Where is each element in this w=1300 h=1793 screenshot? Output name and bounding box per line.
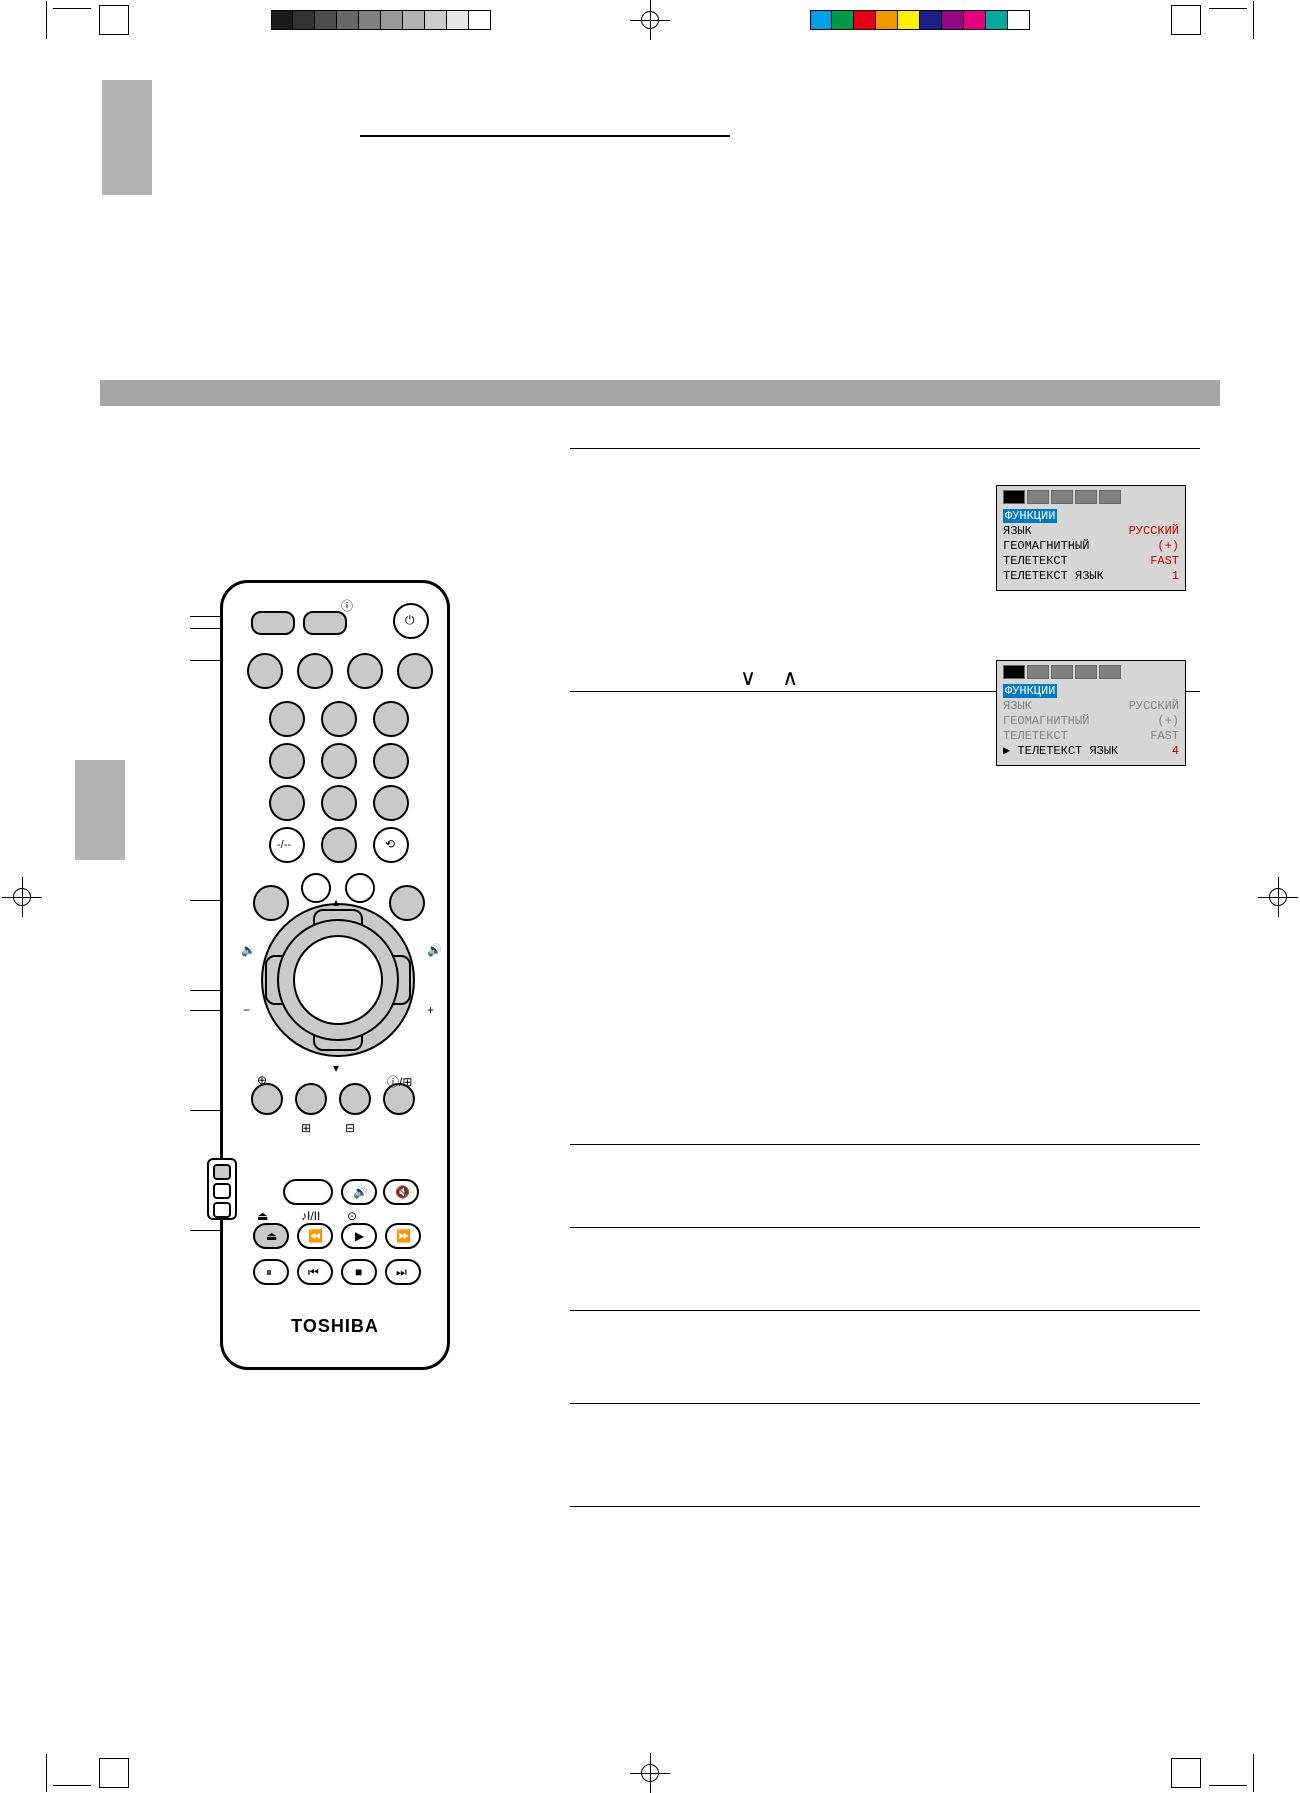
separator [570, 1144, 1200, 1145]
btn-5[interactable] [321, 743, 357, 779]
brand-label: TOSHIBA [223, 1316, 447, 1337]
registration-top [0, 0, 1300, 40]
btn-blank-pill[interactable] [283, 1179, 333, 1205]
btn-side-left[interactable] [253, 885, 289, 921]
registration-mark-bottom [632, 1755, 668, 1791]
btn-info[interactable] [303, 611, 347, 635]
registration-mark-right [1260, 879, 1296, 915]
grayscale-swatches [271, 10, 491, 30]
speaker-minus-icon: 🔉 [241, 943, 256, 957]
separator [570, 1403, 1200, 1404]
btn-top-left[interactable] [251, 611, 295, 635]
registration-mark-top [632, 2, 668, 38]
osd2-title: ФУНКЦИИ [1003, 684, 1057, 698]
section-heading-bar [100, 380, 1220, 406]
instructions-column: ∨∧ ФУНКЦИИ ЯЗЫК РУССКИЙ ГЕОМАГНИТНЫЙ (+)… [570, 430, 1200, 1521]
btn-1[interactable] [269, 701, 305, 737]
btn-below-2[interactable] [295, 1083, 327, 1115]
down-arrow-glyph: ∨ [740, 665, 782, 690]
btn-0[interactable] [321, 827, 357, 863]
remote-control-diagram: ⓘ ⏻ -/-- ⟲ [220, 580, 450, 1370]
btn-return[interactable]: ⟲ [373, 827, 409, 863]
btn-stop[interactable]: ■ [341, 1259, 377, 1285]
btn-9[interactable] [373, 785, 409, 821]
vol-plus-icon: + [427, 1003, 434, 1017]
btn-7[interactable] [269, 785, 305, 821]
btn-3[interactable] [373, 701, 409, 737]
btn-red[interactable] [247, 653, 283, 689]
separator [570, 1227, 1200, 1228]
registration-bottom [0, 1753, 1300, 1793]
btn-6[interactable] [373, 743, 409, 779]
color-swatches [810, 10, 1030, 30]
osd-tabs [1003, 490, 1179, 509]
separator [570, 1310, 1200, 1311]
nav-arrows-glyphs: ∨∧ [740, 665, 824, 691]
btn-sound[interactable]: 🔊 [341, 1179, 377, 1205]
vol-minus-icon: − [243, 1003, 250, 1017]
osd1-title: ФУНКЦИИ [1003, 509, 1057, 523]
osd-menu-2: ФУНКЦИИ ЯЗЫК РУССКИЙ ГЕОМАГНИТНЫЙ (+) ТЕ… [996, 660, 1186, 766]
btn-rew[interactable]: ⏪ [297, 1223, 333, 1249]
btn-skip-back[interactable] [301, 873, 331, 903]
btn-eject[interactable]: ⏏ [253, 1223, 289, 1249]
btn-side-right[interactable] [389, 885, 425, 921]
dpad-ok[interactable] [293, 935, 383, 1025]
separator [570, 1506, 1200, 1507]
btn-play[interactable]: ▶ [341, 1223, 377, 1249]
btn-4[interactable] [269, 743, 305, 779]
btn-8[interactable] [321, 785, 357, 821]
btn-2[interactable] [321, 701, 357, 737]
power-button[interactable]: ⏻ [393, 603, 429, 639]
btn-mute[interactable]: 🔇 [383, 1179, 419, 1205]
btn-below-3[interactable] [339, 1083, 371, 1115]
btn-skip-fwd[interactable] [345, 873, 375, 903]
btn-pause[interactable]: ⏸ [253, 1259, 289, 1285]
btn-prev[interactable]: ⏮ [297, 1259, 333, 1285]
speaker-plus-icon: 🔊 [427, 943, 442, 957]
btn-green[interactable] [297, 653, 333, 689]
btn-next[interactable]: ⏭ [385, 1259, 421, 1285]
osd-tabs [1003, 665, 1179, 684]
osd-menu-1: ФУНКЦИИ ЯЗЫК РУССКИЙ ГЕОМАГНИТНЫЙ (+) ТЕ… [996, 485, 1186, 591]
page-content: ∨∧ ФУНКЦИИ ЯЗЫК РУССКИЙ ГЕОМАГНИТНЫЙ (+)… [100, 80, 1220, 1733]
info-icon: ⓘ [341, 597, 353, 614]
btn-digit-toggle[interactable]: -/-- [269, 827, 305, 863]
btn-below-1[interactable] [251, 1083, 283, 1115]
title-underline [360, 135, 730, 137]
btn-yellow[interactable] [347, 653, 383, 689]
btn-blue[interactable] [397, 653, 433, 689]
separator [570, 448, 1200, 449]
btn-ff[interactable]: ⏩ [385, 1223, 421, 1249]
up-arrow-glyph: ∧ [782, 665, 824, 690]
mode-switch[interactable] [207, 1158, 237, 1220]
registration-mark-left [4, 879, 40, 915]
